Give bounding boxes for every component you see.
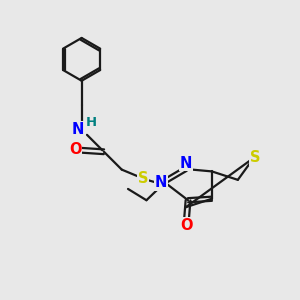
Text: S: S [250, 150, 261, 165]
Text: N: N [72, 122, 84, 137]
Text: O: O [180, 218, 193, 233]
Text: O: O [69, 142, 81, 157]
Text: N: N [180, 156, 192, 171]
Text: S: S [138, 171, 148, 186]
Text: H: H [85, 116, 97, 130]
Text: N: N [155, 175, 167, 190]
